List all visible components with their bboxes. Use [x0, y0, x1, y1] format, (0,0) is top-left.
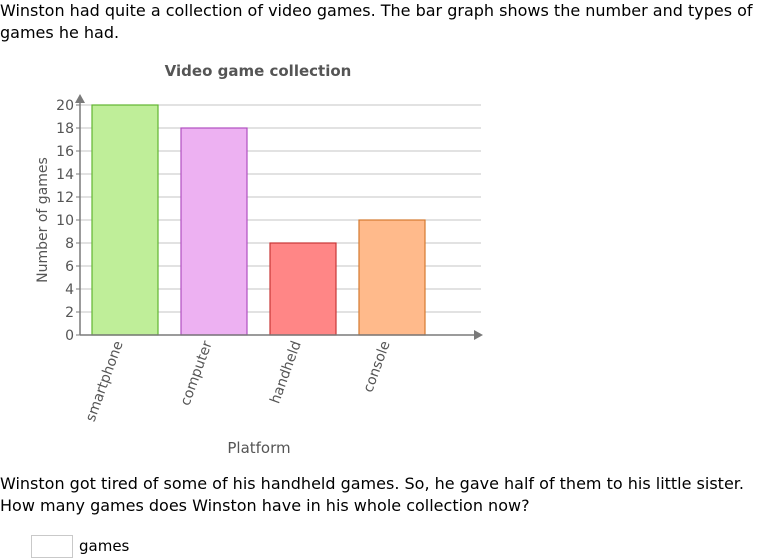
x-tick-label: smartphone — [83, 339, 127, 424]
bar-handheld — [269, 242, 337, 336]
answer-unit-label: games — [79, 537, 130, 555]
answer-row: games — [31, 534, 129, 558]
chart-title: Video game collection — [165, 62, 352, 80]
y-tick-label: 2 — [65, 305, 74, 321]
y-axis-arrow — [75, 94, 85, 103]
y-tick-label: 4 — [65, 282, 74, 298]
problem-question: Winston got tired of some of his handhel… — [0, 474, 744, 515]
y-tick-label: 0 — [65, 328, 74, 344]
y-tick-label: 10 — [56, 213, 74, 229]
bar-computer — [180, 127, 248, 336]
y-tick-label: 8 — [65, 236, 74, 252]
answer-input[interactable] — [31, 534, 73, 558]
x-axis-label: Platform — [227, 439, 290, 457]
y-tick-label: 18 — [56, 121, 74, 137]
x-tick-label: computer — [178, 339, 216, 408]
y-tick-label: 16 — [56, 144, 74, 160]
axes — [75, 94, 483, 340]
x-tick-label: console — [360, 339, 393, 395]
y-tick-label: 6 — [65, 259, 74, 275]
bar-chart: Video game collection 02468101214161820 … — [35, 62, 483, 457]
bar-console — [358, 219, 426, 336]
bar-smartphone — [91, 104, 159, 336]
x-tick-labels: smartphone computer handheld console — [83, 339, 394, 424]
y-tick-labels: 0 2 4 6 8 10 12 14 16 18 20 — [56, 98, 80, 344]
y-axis-label: Number of games — [35, 157, 51, 283]
y-tick-label: 14 — [56, 167, 74, 183]
x-axis-arrow — [474, 330, 483, 340]
problem-intro: Winston had quite a collection of video … — [0, 1, 753, 42]
y-tick-label: 12 — [56, 190, 74, 206]
x-tick-label: handheld — [267, 339, 304, 406]
y-tick-label: 20 — [56, 98, 74, 114]
